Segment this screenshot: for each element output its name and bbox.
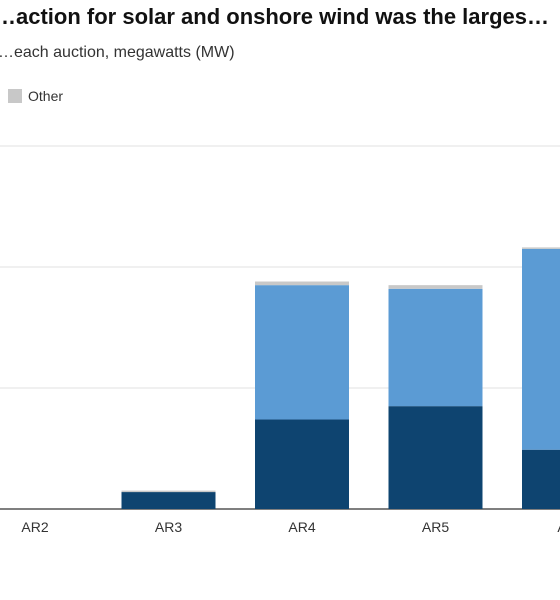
x-tick-label: AR4: [288, 519, 315, 535]
bar-ar4-series-1: [255, 285, 349, 420]
bar-a-series-1: [522, 248, 560, 450]
bar-ar5-series-0: [388, 406, 483, 509]
x-tick-labels: AR2 AR3 AR4 AR5 A…: [21, 519, 560, 535]
x-tick-label: AR3: [155, 519, 182, 535]
x-tick-label: A…: [557, 519, 560, 535]
chart-title: …action for solar and onshore wind was t…: [0, 4, 549, 29]
bar-ar4-series-2: [255, 281, 349, 286]
bar-ar5-series-1: [388, 288, 483, 407]
bar-ar3-series-0: [121, 492, 216, 509]
bars: [121, 247, 560, 509]
chart-subtitle: …each auction, megawatts (MW): [0, 44, 235, 61]
bar-a-series-0: [522, 449, 560, 509]
legend: Other: [8, 88, 63, 104]
x-tick-label: AR2: [21, 519, 48, 535]
x-tick-label: AR5: [422, 519, 449, 535]
legend-label-other: Other: [28, 88, 64, 104]
bar-ar3-series-2: [121, 490, 216, 493]
bar-ar4-series-0: [255, 419, 349, 509]
legend-swatch-other: [8, 89, 22, 103]
bar-ar5-series-2: [388, 285, 483, 289]
bar-a-series-2: [522, 247, 560, 249]
